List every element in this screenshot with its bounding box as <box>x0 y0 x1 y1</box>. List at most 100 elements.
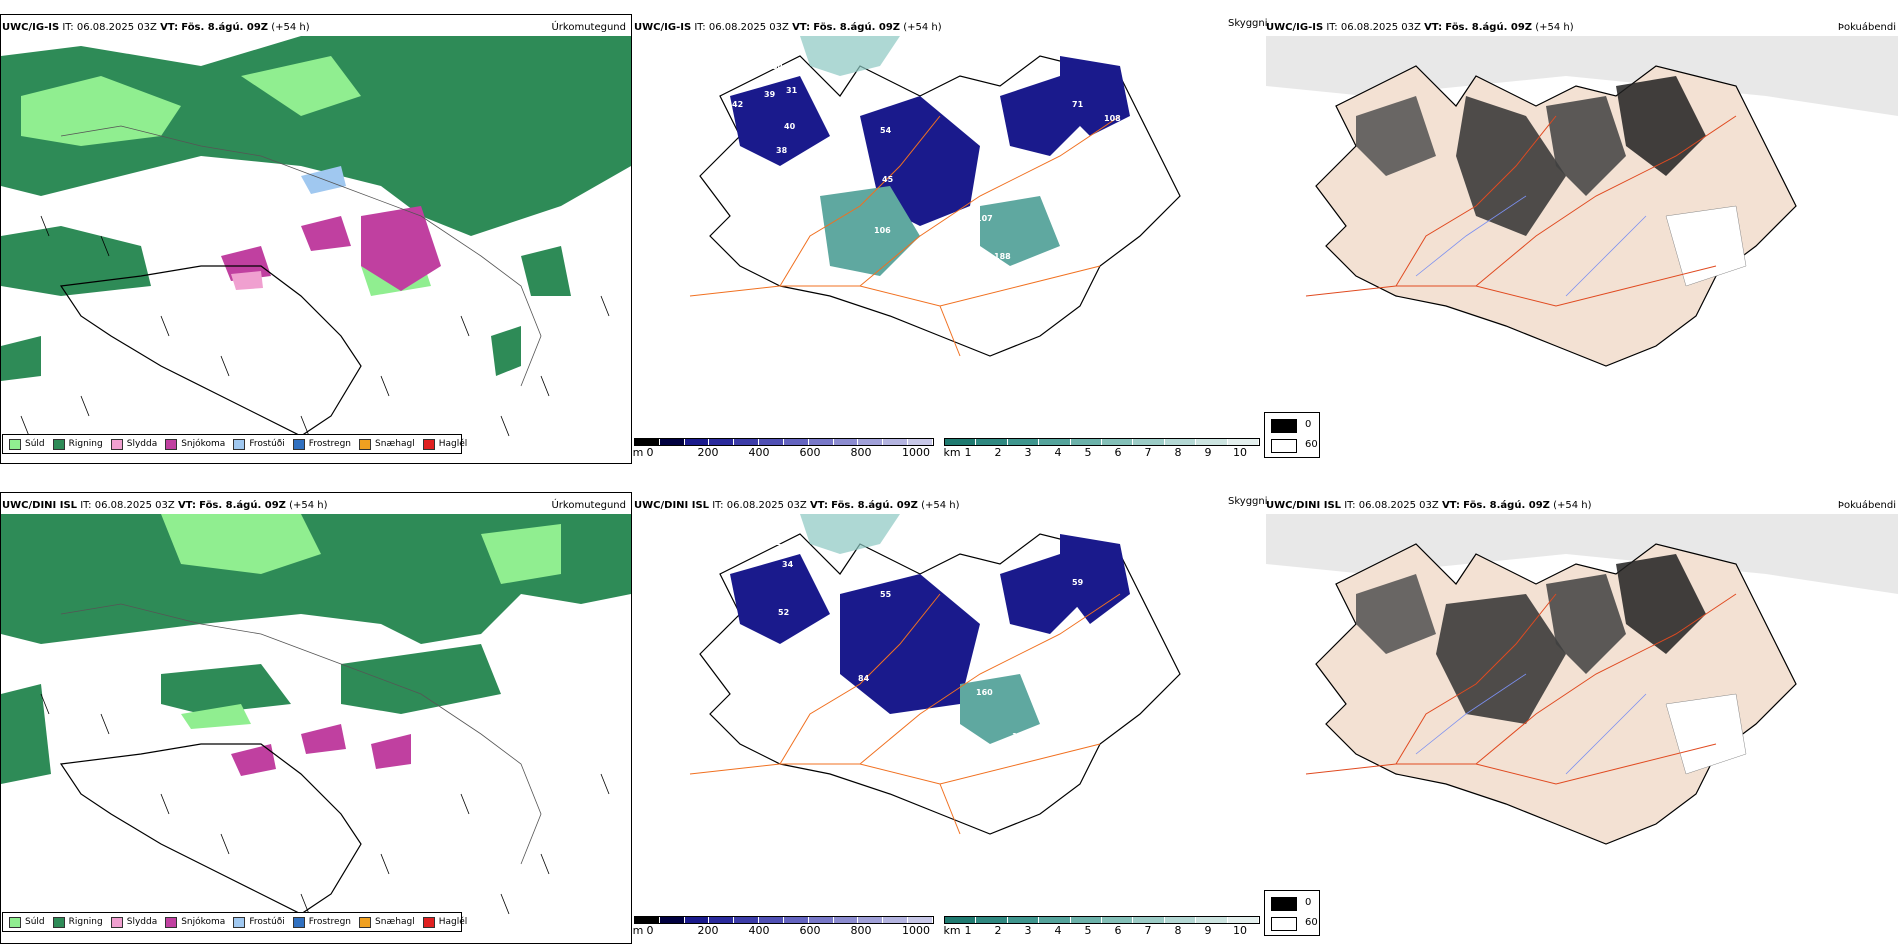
legend-item: Snæhagl <box>359 916 415 928</box>
legend-label: Snjókoma <box>181 439 226 449</box>
product-name: Úrkomutegund <box>551 22 626 33</box>
init-time: IT: 06.08.2025 03Z <box>1326 22 1421 33</box>
cloud-header: UWC/IG-IS IT: 06.08.2025 03Z VT: Fös. 8.… <box>634 22 1234 34</box>
tick-label: 400 <box>748 924 770 937</box>
legend-item: Snæhagl <box>359 438 415 450</box>
init-time: IT: 06.08.2025 03Z <box>694 22 789 33</box>
legend-label: Snæhagl <box>375 917 415 927</box>
value-label: 54 <box>880 126 892 135</box>
value-label: 188 <box>994 252 1011 261</box>
legend-label: Rigning <box>68 917 103 927</box>
fog-value: 0 <box>1305 419 1312 430</box>
lead-time: (+54 h) <box>271 22 310 33</box>
tick-label: 2 <box>994 924 1002 937</box>
init-time: IT: 06.08.2025 03Z <box>80 500 175 511</box>
tick-label: 800 <box>850 446 872 459</box>
value-label: 31 <box>786 86 798 95</box>
tick-label: 5 <box>1084 924 1092 937</box>
fog-legend: 0 60 <box>1264 412 1320 458</box>
precip-map <box>1 514 631 915</box>
visibility-label: Skyggni <box>1228 496 1268 507</box>
tick-label: 6 <box>1114 924 1122 937</box>
valid-label: VT: <box>1441 500 1460 511</box>
tick-label: 8 <box>1174 924 1182 937</box>
legend-item: Snjókoma <box>165 916 225 928</box>
precip-header: UWC/DINI ISL IT: 06.08.2025 03Z VT: Fös.… <box>2 500 628 512</box>
tick-label: 400 <box>748 446 770 459</box>
cloud-map <box>689 36 1181 357</box>
legend-swatch <box>292 916 305 928</box>
legend-swatch <box>165 916 178 928</box>
legend-item: Frostregn <box>292 438 351 450</box>
unit-label: km <box>943 446 961 459</box>
value-label: 39 <box>764 90 776 99</box>
valid-label: VT: <box>809 500 828 511</box>
valid-time: Fös. 8.ágú. 09Z <box>199 500 286 511</box>
valid-time: Fös. 8.ágú. 09Z <box>1463 500 1550 511</box>
legend-swatch <box>52 916 65 928</box>
value-label: 107 <box>976 214 993 223</box>
valid-time: Fös. 8.ágú. 09Z <box>831 500 918 511</box>
legend-item: Slydda <box>110 916 157 928</box>
value-label: 84 <box>858 674 870 683</box>
precip-map-frame <box>0 492 632 944</box>
legend-label: Frostregn <box>308 917 352 927</box>
value-label: 72 <box>770 538 782 547</box>
precip-legend: Súld Rigning Slydda Snjókoma Frostúði Fr… <box>2 912 467 932</box>
product-name: Þokuábendi <box>1837 500 1896 511</box>
precip-map <box>1 36 631 437</box>
legend-label: Súld <box>25 917 45 927</box>
tick-label: 800 <box>850 924 872 937</box>
fog-legend: 0 60 <box>1264 890 1320 936</box>
legend-item: Súld <box>9 916 45 928</box>
fog-swatch-white <box>1271 917 1297 931</box>
fog-swatch-black <box>1271 419 1297 433</box>
legend-label: Frostúði <box>249 917 285 927</box>
precip-legend: Súld Rigning Slydda Snjókoma Frostúði Fr… <box>2 434 467 454</box>
legend-swatch <box>292 438 305 450</box>
init-time: IT: 06.08.2025 03Z <box>62 22 157 33</box>
legend-item: Rigning <box>52 916 103 928</box>
base-colorbar-ticks: m 0 200 400 600 800 1000 <box>632 924 934 938</box>
fog-swatch-black <box>1271 897 1297 911</box>
tick-label: 7 <box>1144 924 1152 937</box>
legend-item: Slydda <box>110 438 157 450</box>
unit-label: m <box>632 924 644 937</box>
legend-label: Súld <box>25 439 45 449</box>
value-label: 106 <box>874 226 891 235</box>
row-1: UWC/IG-IS IT: 06.08.2025 03Z VT: Fös. 8.… <box>0 0 1900 470</box>
legend-swatch <box>233 916 246 928</box>
valid-label: VT: <box>160 22 179 33</box>
tick-label: 4 <box>1054 446 1062 459</box>
tick-label: 3 <box>1024 446 1032 459</box>
legend-item: Frostúði <box>233 438 285 450</box>
model-name: UWC/IG-IS <box>1266 22 1324 33</box>
fog-value: 60 <box>1305 917 1318 928</box>
tick-label: 600 <box>799 446 821 459</box>
unit-label: m <box>632 446 644 459</box>
lead-time: (+54 h) <box>903 22 942 33</box>
legend-label: Haglél <box>438 917 468 927</box>
tick-label: 600 <box>799 924 821 937</box>
legend-label: Rigning <box>68 439 103 449</box>
tick-label: 10 <box>1233 924 1247 937</box>
init-time: IT: 06.08.2025 03Z <box>712 500 807 511</box>
value-label: 40 <box>784 122 796 131</box>
tick-label: 2 <box>994 446 1002 459</box>
legend-item: Haglél <box>422 916 468 928</box>
legend-swatch <box>110 916 123 928</box>
tick-label: 6 <box>1114 446 1122 459</box>
lead-time: (+54 h) <box>921 500 960 511</box>
fog-value: 60 <box>1305 439 1318 450</box>
precip-map-frame <box>0 14 632 464</box>
legend-item: Snjókoma <box>165 438 226 450</box>
fog-value: 0 <box>1305 897 1312 908</box>
visibility-label: Skyggni <box>1228 18 1268 29</box>
cloud-header: UWC/DINI ISL IT: 06.08.2025 03Z VT: Fös.… <box>634 500 1234 512</box>
fog-map <box>1266 36 1898 406</box>
tick-label: 1 <box>964 446 972 459</box>
legend-swatch <box>359 438 372 450</box>
tick-label: 0 <box>646 446 654 459</box>
row-2: UWC/DINI ISL IT: 06.08.2025 03Z VT: Fös.… <box>0 478 1900 950</box>
tick-label: 3 <box>1024 924 1032 937</box>
